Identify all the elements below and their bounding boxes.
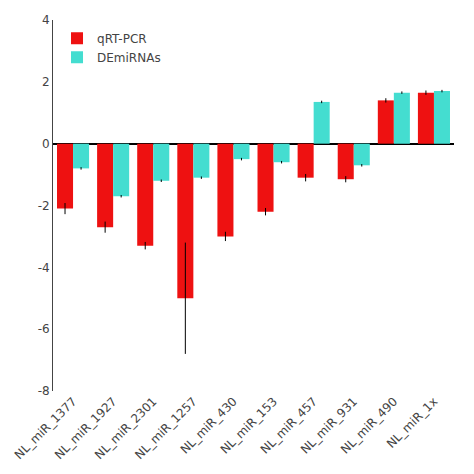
svg-text:NL_miR_931: NL_miR_931 bbox=[298, 394, 360, 456]
svg-text:NL_miR_2301: NL_miR_2301 bbox=[92, 394, 160, 462]
svg-text:NL_miR_153: NL_miR_153 bbox=[218, 394, 280, 456]
svg-text:NL_miR_490: NL_miR_490 bbox=[338, 394, 400, 456]
svg-text:-8: -8 bbox=[38, 384, 50, 398]
svg-text:-4: -4 bbox=[38, 261, 50, 275]
svg-text:-6: -6 bbox=[38, 322, 50, 336]
svg-text:NL_miR_1927: NL_miR_1927 bbox=[52, 394, 120, 462]
svg-text:NL_miR_430: NL_miR_430 bbox=[178, 394, 240, 456]
svg-text:DEmiRNAs: DEmiRNAs bbox=[97, 51, 161, 65]
svg-text:0: 0 bbox=[42, 137, 50, 151]
svg-text:-2: -2 bbox=[38, 199, 50, 213]
svg-text:qRT-PCR: qRT-PCR bbox=[97, 32, 147, 46]
svg-text:2: 2 bbox=[42, 75, 50, 89]
svg-text:NL_miR_457: NL_miR_457 bbox=[258, 394, 320, 456]
svg-text:NL_miR_1377: NL_miR_1377 bbox=[12, 394, 80, 462]
svg-text:4: 4 bbox=[42, 13, 50, 27]
svg-text:NL_miR_1257: NL_miR_1257 bbox=[132, 394, 200, 462]
svg-text:NL_miR_1x: NL_miR_1x bbox=[384, 394, 440, 450]
